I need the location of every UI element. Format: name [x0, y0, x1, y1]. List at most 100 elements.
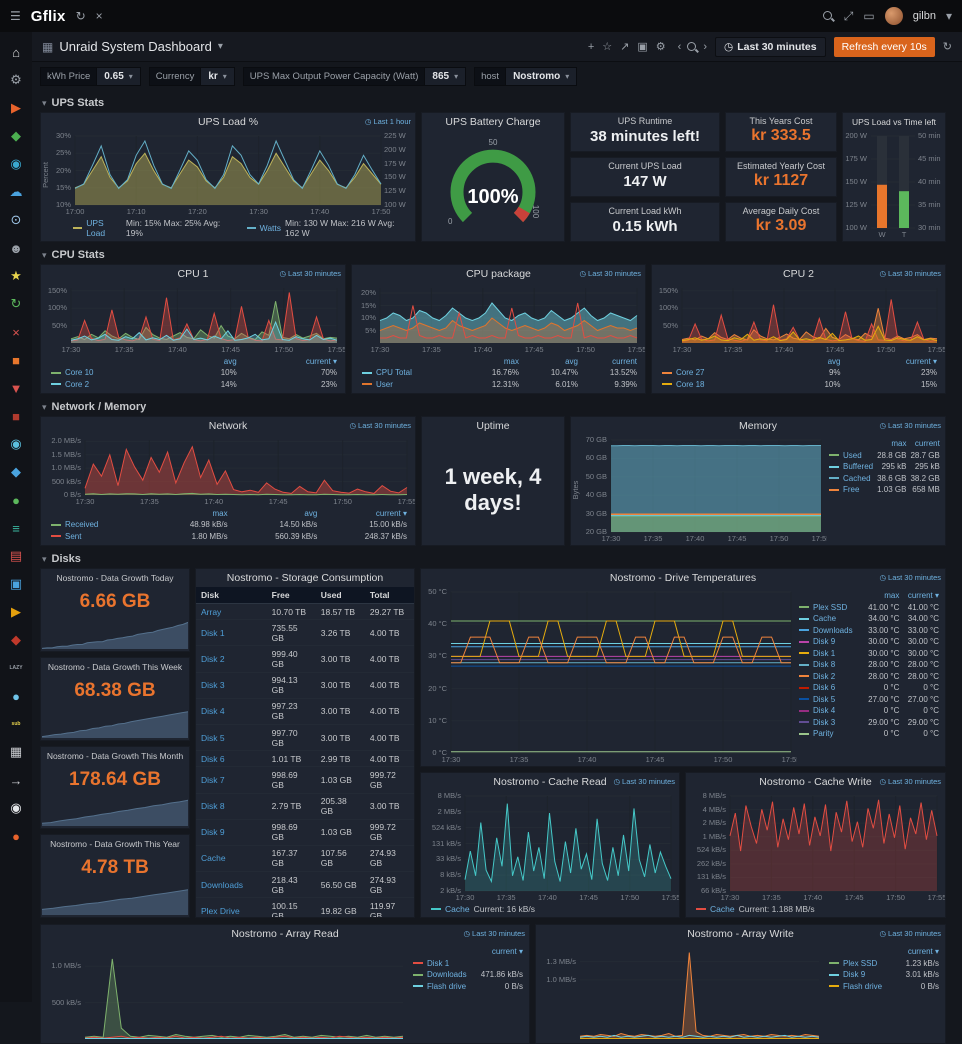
bank-plugin-icon[interactable]: ▦ [0, 738, 32, 766]
legend-series[interactable]: Flash drive [827, 981, 896, 993]
legend-column-header[interactable]: current ▾ [239, 356, 339, 368]
row-header-disks[interactable]: ▾ Disks [40, 550, 946, 568]
subtitles-icon[interactable]: sub [0, 710, 32, 738]
lazylibrarian-icon[interactable]: LAZY [0, 654, 32, 682]
dashboard-title[interactable]: Unraid System Dashboard [59, 39, 211, 54]
water-drop-plugin-icon[interactable]: ● [0, 682, 32, 710]
panel-title[interactable]: Nostromo - Cache Read [493, 776, 606, 788]
home-icon[interactable]: ⌂ [0, 38, 32, 66]
share-icon[interactable]: ↗ [620, 40, 629, 53]
zoom-out-icon[interactable] [686, 41, 698, 53]
settings-gear-icon[interactable]: ⚙ [0, 66, 32, 94]
teal-circle-plugin-icon[interactable]: ◉ [0, 150, 32, 178]
panel-title[interactable]: CPU 1 [178, 268, 209, 280]
table-column-header[interactable]: Free [267, 587, 316, 604]
legend-series[interactable]: Disk 1 [797, 648, 862, 660]
variable-dropdown[interactable]: kr▾ [201, 67, 234, 86]
menu-toggle-icon[interactable]: ☰ [10, 9, 21, 23]
stat-title[interactable]: Nostromo - Data Growth Today [41, 573, 189, 583]
logout-icon[interactable]: → [0, 766, 32, 794]
orange-square-plugin-icon[interactable]: ■ [0, 346, 32, 374]
time-forward-icon[interactable]: › [703, 41, 707, 53]
stat-title[interactable]: Nostromo - Data Growth This Year [41, 839, 189, 849]
panel-title[interactable]: Memory [739, 420, 777, 432]
teal-rows-plugin-icon[interactable]: ≡ [0, 514, 32, 542]
dashboard-title-caret-icon[interactable]: ▾ [218, 41, 223, 52]
refresh-circle-plugin-icon[interactable]: ↻ [0, 290, 32, 318]
panel-title[interactable]: CPU 2 [783, 268, 814, 280]
blue-eye-plugin-icon[interactable]: ◉ [0, 430, 32, 458]
legend-column-header[interactable]: current ▾ [843, 356, 940, 368]
close-icon[interactable]: × [96, 9, 103, 23]
legend-series[interactable]: Disk 6 [797, 682, 862, 694]
panel-title[interactable]: CPU package [466, 268, 531, 280]
stat-title[interactable]: Estimated Yearly Cost [726, 161, 836, 171]
user-plugin-icon[interactable]: ☻ [0, 234, 32, 262]
time-range-picker[interactable]: ◷ Last 30 minutes [715, 37, 826, 57]
legend-series[interactable]: Cache [797, 613, 862, 625]
add-panel-icon[interactable]: + [588, 41, 594, 53]
legend-series[interactable]: Core 2 [49, 379, 182, 391]
stat-title[interactable]: Nostromo - Data Growth This Month [41, 751, 189, 761]
green-diamond-plugin-icon[interactable]: ◆ [0, 122, 32, 150]
plex-icon[interactable]: ▶ [0, 598, 32, 626]
legend-series[interactable]: Plex SSD [827, 958, 896, 970]
panel-title[interactable]: Nostromo - Array Write [687, 928, 794, 940]
legend-series[interactable]: Core 18 [660, 379, 788, 391]
unraid-icon[interactable]: ▶ [0, 94, 32, 122]
legend-series[interactable]: User [360, 379, 462, 391]
stat-title[interactable]: Average Daily Cost [726, 206, 836, 216]
legend-column-header[interactable]: max [149, 508, 230, 520]
legend-series[interactable]: CPU Total [360, 367, 462, 379]
image-plugin-icon[interactable]: ▣ [0, 570, 32, 598]
variable-dropdown[interactable]: 0.65▾ [97, 67, 140, 86]
panel-title[interactable]: Nostromo - Cache Write [759, 776, 871, 788]
legend-series[interactable]: Disk 5 [797, 694, 862, 706]
panel-title[interactable]: Network [209, 420, 248, 432]
legend-series[interactable]: Plex SSD [797, 602, 862, 614]
red-cross-plugin-icon[interactable]: × [0, 318, 32, 346]
legend-series[interactable]: Disk 9 [797, 636, 862, 648]
legend-series[interactable]: Free [827, 484, 875, 496]
legend-series[interactable]: Buffered [827, 461, 875, 473]
panel-title[interactable]: Uptime [476, 420, 509, 432]
cloud-plugin-icon[interactable]: ☁ [0, 178, 32, 206]
legend-series[interactable]: Disk 4 [797, 705, 862, 717]
stat-title[interactable]: Nostromo - Data Growth This Week [41, 662, 189, 672]
variable-dropdown[interactable]: Nostromo▾ [506, 67, 577, 86]
star-icon[interactable]: ☆ [602, 40, 612, 53]
panel-title[interactable]: UPS Load % [198, 116, 258, 128]
legend-column-header[interactable]: current ▾ [474, 946, 525, 958]
striped-plugin-icon[interactable]: ▤ [0, 542, 32, 570]
app-brand[interactable]: Gflix [31, 8, 66, 25]
stat-title[interactable]: Current Load kWh [571, 206, 719, 216]
panel-title[interactable]: UPS Load vs Time left [852, 117, 936, 127]
row-header-cpu-stats[interactable]: ▾ CPU Stats [40, 246, 946, 264]
row-header-network-memory[interactable]: ▾ Network / Memory [40, 398, 946, 416]
legend-column-header[interactable]: avg [521, 356, 580, 368]
variable-dropdown[interactable]: 865▾ [425, 67, 466, 86]
stat-title[interactable]: Current UPS Load [571, 161, 719, 171]
red-box-plugin-icon[interactable]: ■ [0, 402, 32, 430]
kiosk-cycle-icon[interactable]: ↻ [76, 9, 86, 23]
legend-series[interactable]: Received [49, 519, 149, 531]
red-shield-plugin-icon[interactable]: ◆ [0, 626, 32, 654]
blue-flower-plugin-icon[interactable]: ◆ [0, 458, 32, 486]
fullscreen-icon[interactable]: ⤢ [844, 9, 854, 24]
legend-column-header[interactable]: current [580, 356, 639, 368]
table-column-header[interactable]: Used [316, 587, 365, 604]
legend-series[interactable]: Core 27 [660, 367, 788, 379]
legend-series[interactable]: Parity [797, 728, 862, 740]
red-circle-plugin-icon[interactable]: ● [0, 822, 32, 850]
